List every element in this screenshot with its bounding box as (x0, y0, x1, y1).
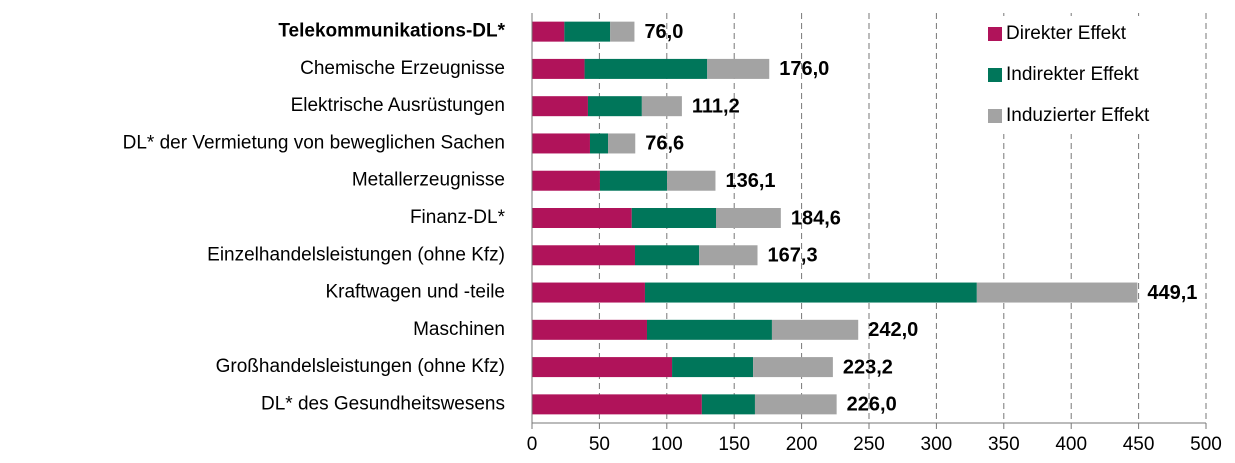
bar-segment (589, 133, 609, 154)
y-tick-label: Metallerzeugnisse (352, 170, 505, 191)
bar-segment (644, 282, 977, 303)
total-label: 76,0 (644, 21, 683, 43)
legend-label: Direkter Effekt (1006, 23, 1127, 44)
bar-segment (532, 58, 585, 79)
legend-label: Induzierter Effekt (1006, 105, 1150, 126)
legend-swatch (988, 109, 1002, 123)
bar-segment (599, 170, 668, 191)
bar-segment (587, 96, 642, 117)
legend-bg (982, 16, 1200, 134)
bar-segment (608, 133, 636, 154)
x-tick-label: 500 (1190, 434, 1222, 455)
bar-segment (716, 208, 781, 228)
total-label: 167,3 (768, 245, 818, 267)
bar-segment (707, 58, 770, 79)
y-tick-label: Finanz-DL* (410, 207, 506, 228)
x-tick-label: 50 (589, 434, 610, 455)
x-tick-label: 400 (1055, 434, 1087, 455)
bar-segment (610, 21, 635, 42)
y-tick-label: Telekommunikations-DL* (278, 21, 505, 42)
x-tick-label: 250 (853, 434, 885, 455)
bar-segment (584, 58, 708, 79)
bar-segment (532, 170, 600, 191)
legend-label: Indirekter Effekt (1006, 64, 1139, 85)
bar-segment (701, 394, 755, 415)
y-tick-label: Kraftwagen und -teile (325, 282, 505, 303)
y-tick-label: Chemische Erzeugnisse (300, 58, 505, 79)
bar-segment (771, 319, 859, 340)
total-label: 223,2 (843, 356, 893, 378)
y-tick-label: Einzelhandelsleistungen (ohne Kfz) (207, 244, 505, 265)
bar-segment (532, 96, 588, 117)
total-label: 242,0 (868, 319, 918, 341)
bar-segment (672, 357, 754, 378)
bar-segment (532, 394, 702, 415)
bar-segment (631, 208, 717, 228)
bar-segment (634, 245, 700, 266)
x-tick-label: 350 (988, 434, 1020, 455)
bar-segment (753, 357, 833, 378)
legend-swatch (988, 68, 1002, 82)
x-tick-label: 100 (651, 434, 683, 455)
total-label: 226,0 (847, 394, 897, 416)
x-tick-label: 150 (718, 434, 750, 455)
y-tick-label: Elektrische Ausrüstungen (291, 95, 505, 116)
y-tick-label: DL* der Vermietung von beweglichen Sache… (123, 132, 505, 153)
total-label: 111,2 (692, 95, 740, 117)
bar-segment (754, 394, 837, 415)
legend: Direkter Effekt Indirekter Effekt Induzier… (982, 16, 1200, 134)
y-tick-label: Maschinen (413, 319, 505, 340)
bar-segment (646, 319, 772, 340)
bar-segment (532, 319, 647, 340)
bar-segment (976, 282, 1138, 303)
x-tick-label: 300 (921, 434, 953, 455)
bar-segment (564, 21, 611, 42)
bar-segment (532, 21, 565, 42)
total-label: 76,6 (645, 133, 684, 155)
legend-swatch (988, 27, 1002, 41)
total-label: 449,1 (1147, 282, 1197, 304)
bar-segment (699, 245, 758, 266)
bar-segment (667, 170, 716, 191)
x-tick-label: 200 (786, 434, 818, 455)
bar-segment (532, 245, 635, 266)
total-label: 136,1 (725, 170, 775, 192)
y-tick-label: DL* des Gesundheitswesens (261, 393, 505, 414)
x-tick-label: 0 (527, 434, 538, 455)
bar-segment (532, 208, 632, 228)
total-label: 184,6 (791, 207, 841, 229)
total-label: 176,0 (779, 58, 829, 80)
bar-segment (532, 357, 673, 378)
bar-segment (641, 96, 682, 117)
y-tick-label: Großhandelsleistungen (ohne Kfz) (216, 356, 505, 377)
bar-segment (532, 282, 645, 303)
bar-segment (532, 133, 590, 154)
x-tick-label: 450 (1123, 434, 1155, 455)
